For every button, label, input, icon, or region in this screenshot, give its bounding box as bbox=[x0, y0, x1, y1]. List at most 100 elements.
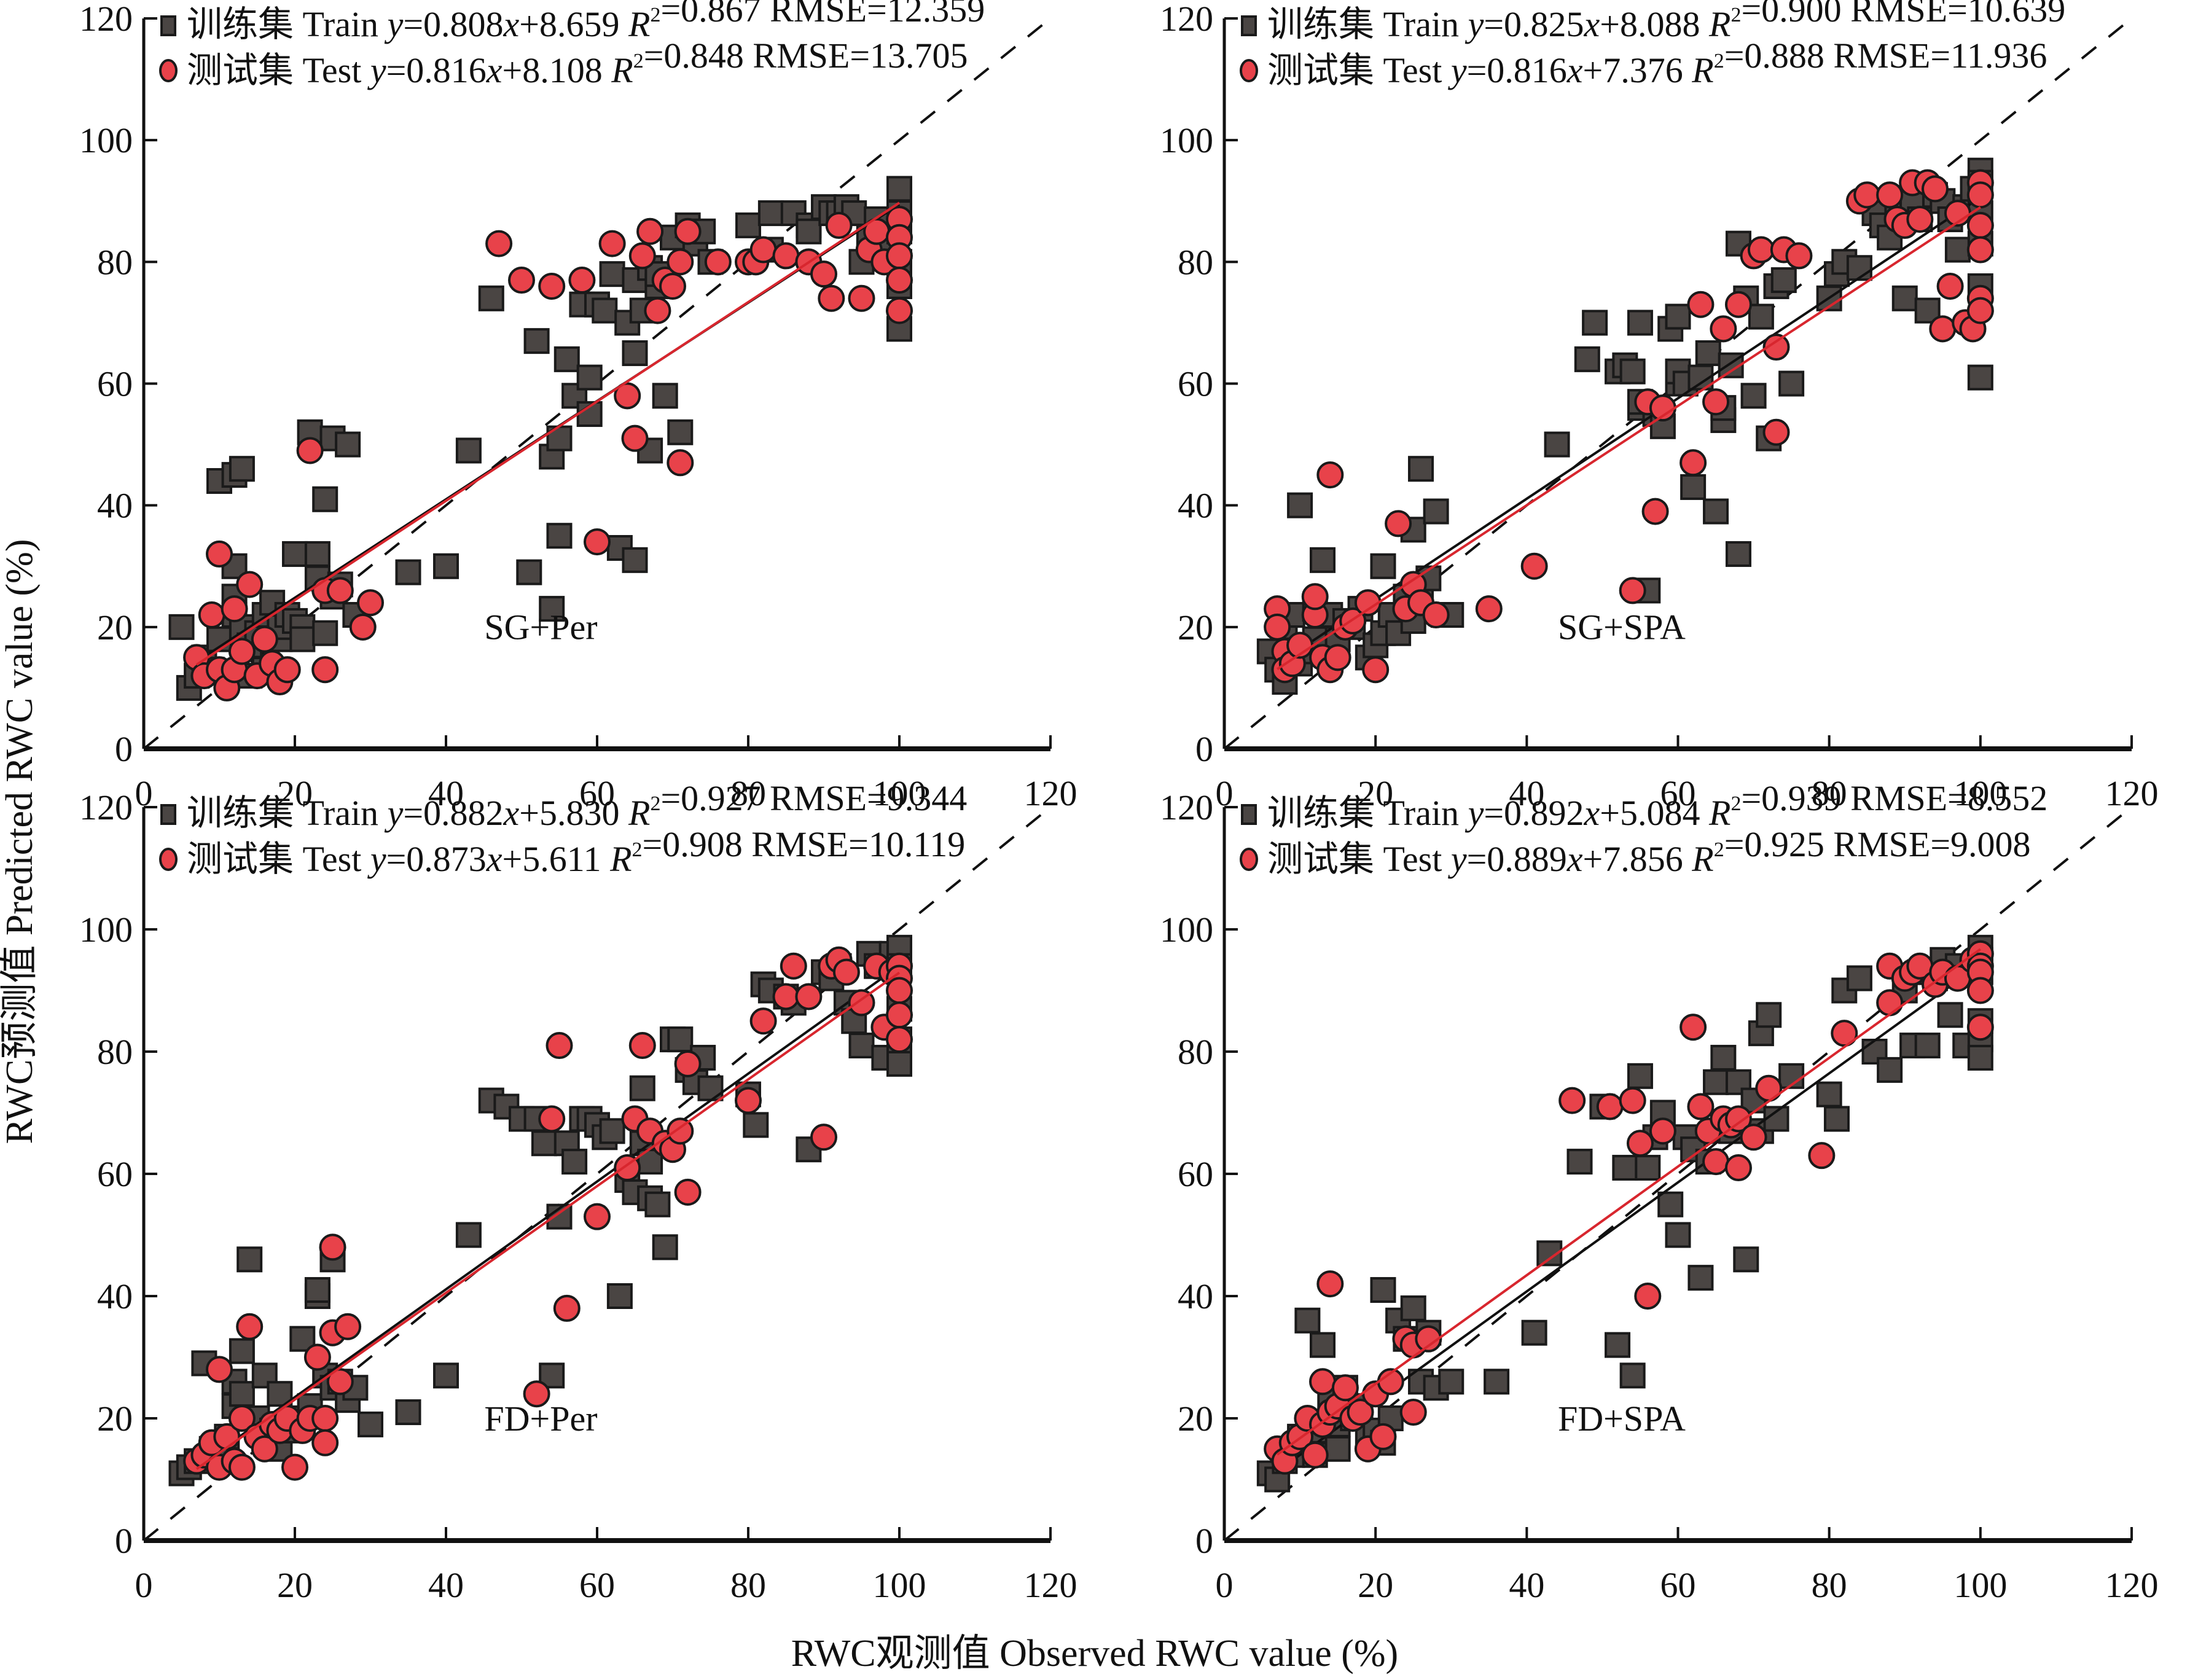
test-point bbox=[704, 248, 732, 276]
test-point bbox=[228, 1453, 256, 1481]
y-tick-label: 0 bbox=[1195, 729, 1213, 769]
test-point bbox=[206, 1356, 233, 1383]
train-point bbox=[1816, 1081, 1842, 1108]
test-point bbox=[1309, 1368, 1337, 1396]
x-tick-label: 60 bbox=[579, 1565, 615, 1605]
test-point bbox=[1762, 418, 1790, 446]
train-point bbox=[289, 626, 316, 652]
train-point bbox=[606, 1283, 633, 1309]
train-point bbox=[1310, 1332, 1336, 1358]
legend-test-entry: 测试集 Test y=0.816x+8.108 R2=0.848 RMSE=13… bbox=[187, 36, 968, 90]
test-point bbox=[1747, 236, 1775, 264]
legend-train-marker bbox=[1241, 15, 1257, 36]
x-tick-label: 100 bbox=[873, 1565, 926, 1605]
test-point bbox=[886, 1026, 913, 1053]
train-point bbox=[1612, 1155, 1638, 1181]
x-tick-label: 120 bbox=[2105, 773, 2159, 813]
x-tick-label: 20 bbox=[1358, 773, 1393, 813]
train-point bbox=[229, 1338, 255, 1364]
test-point bbox=[636, 217, 664, 245]
panel-label: SG+SPA bbox=[1558, 608, 1686, 647]
test-fit-line bbox=[195, 971, 901, 1470]
test-fit-line bbox=[1277, 206, 1981, 670]
legend-test-marker bbox=[159, 59, 178, 82]
test-point bbox=[273, 656, 301, 684]
legend-train-entry: 训练集 Train y=0.808x+8.659 R2=0.867 RMSE=1… bbox=[187, 0, 985, 44]
y-axis-title: RWC预测值 Predicted RWC value (%) bbox=[0, 539, 41, 1144]
x-tick-label: 100 bbox=[1953, 1565, 2007, 1605]
test-point bbox=[735, 1087, 762, 1114]
y-tick-label: 80 bbox=[1178, 242, 1213, 282]
train-point bbox=[667, 419, 694, 445]
test-point bbox=[667, 248, 694, 276]
test-point bbox=[236, 571, 264, 598]
panel-label: SG+Per bbox=[484, 608, 597, 647]
y-tick-label: 0 bbox=[115, 729, 133, 769]
x-tick-label: 0 bbox=[1216, 1565, 1234, 1605]
test-point bbox=[772, 983, 800, 1010]
test-point bbox=[523, 1380, 550, 1408]
train-point bbox=[531, 1130, 557, 1157]
train-point bbox=[697, 1075, 724, 1101]
test-point bbox=[825, 211, 853, 239]
test-point bbox=[659, 272, 686, 300]
test-point bbox=[251, 1435, 278, 1463]
train-point bbox=[455, 437, 482, 464]
test-point bbox=[1316, 1270, 1344, 1298]
test-point bbox=[1966, 1014, 1994, 1041]
legend-train-entry: 训练集 Train y=0.825x+8.088 R2=0.900 RMSE=1… bbox=[1267, 0, 2065, 44]
train-point bbox=[1582, 310, 1608, 336]
legend-train-marker bbox=[1241, 804, 1257, 825]
test-point bbox=[644, 297, 671, 324]
train-point bbox=[1823, 1106, 1850, 1132]
legend-test-entry: 测试集 Test y=0.873x+5.611 R2=0.908 RMSE=10… bbox=[187, 824, 965, 879]
x-tick-label: 60 bbox=[1660, 773, 1696, 813]
train-point bbox=[652, 1234, 678, 1260]
train-point bbox=[1544, 431, 1570, 458]
train-point bbox=[652, 383, 678, 409]
test-point bbox=[1362, 656, 1390, 684]
test-point bbox=[1687, 291, 1715, 318]
one-to-one-line bbox=[1223, 17, 2133, 750]
y-tick-label: 20 bbox=[1178, 1399, 1213, 1439]
train-point bbox=[1484, 1369, 1510, 1395]
legend-test-marker bbox=[1240, 59, 1258, 82]
test-point bbox=[1808, 1142, 1836, 1170]
test-point bbox=[236, 1313, 264, 1340]
train-point bbox=[553, 346, 580, 372]
train-point bbox=[539, 596, 565, 622]
train-point bbox=[478, 285, 504, 311]
train-point bbox=[455, 1222, 482, 1248]
test-point bbox=[508, 267, 535, 294]
test-point bbox=[1702, 388, 1730, 416]
x-tick-label: 20 bbox=[277, 773, 313, 813]
train-point bbox=[1627, 310, 1653, 336]
test-point bbox=[221, 595, 248, 623]
y-tick-label: 120 bbox=[1160, 787, 1213, 827]
test-point bbox=[228, 638, 256, 665]
test-point bbox=[1853, 181, 1881, 209]
train-point bbox=[561, 1149, 588, 1175]
panel-sg-spa: 0 20 40 60 80 100 120020406080100120SG+SPA训练集 … bbox=[1160, 0, 2159, 813]
x-tick-label: 40 bbox=[1509, 773, 1544, 813]
y-tick-label: 80 bbox=[97, 1032, 133, 1072]
train-point bbox=[1733, 1246, 1759, 1273]
train-point bbox=[1680, 474, 1707, 500]
test-point bbox=[1966, 236, 1994, 264]
train-point bbox=[1914, 1033, 1941, 1059]
test-point bbox=[1936, 272, 1964, 300]
train-point bbox=[1770, 267, 1797, 294]
test-point bbox=[1680, 1014, 1707, 1041]
test-point bbox=[1520, 552, 1548, 580]
train-point bbox=[1619, 358, 1646, 385]
test-point bbox=[334, 1313, 362, 1340]
test-point bbox=[538, 1105, 566, 1133]
legend-test-marker bbox=[1240, 848, 1258, 871]
train-point bbox=[1937, 1002, 1963, 1028]
test-point bbox=[1929, 315, 1957, 343]
train-point bbox=[523, 328, 550, 354]
test-point bbox=[1710, 315, 1737, 343]
train-point bbox=[1408, 456, 1434, 482]
test-fit-line bbox=[196, 201, 901, 666]
x-tick-label: 100 bbox=[1953, 773, 2007, 813]
